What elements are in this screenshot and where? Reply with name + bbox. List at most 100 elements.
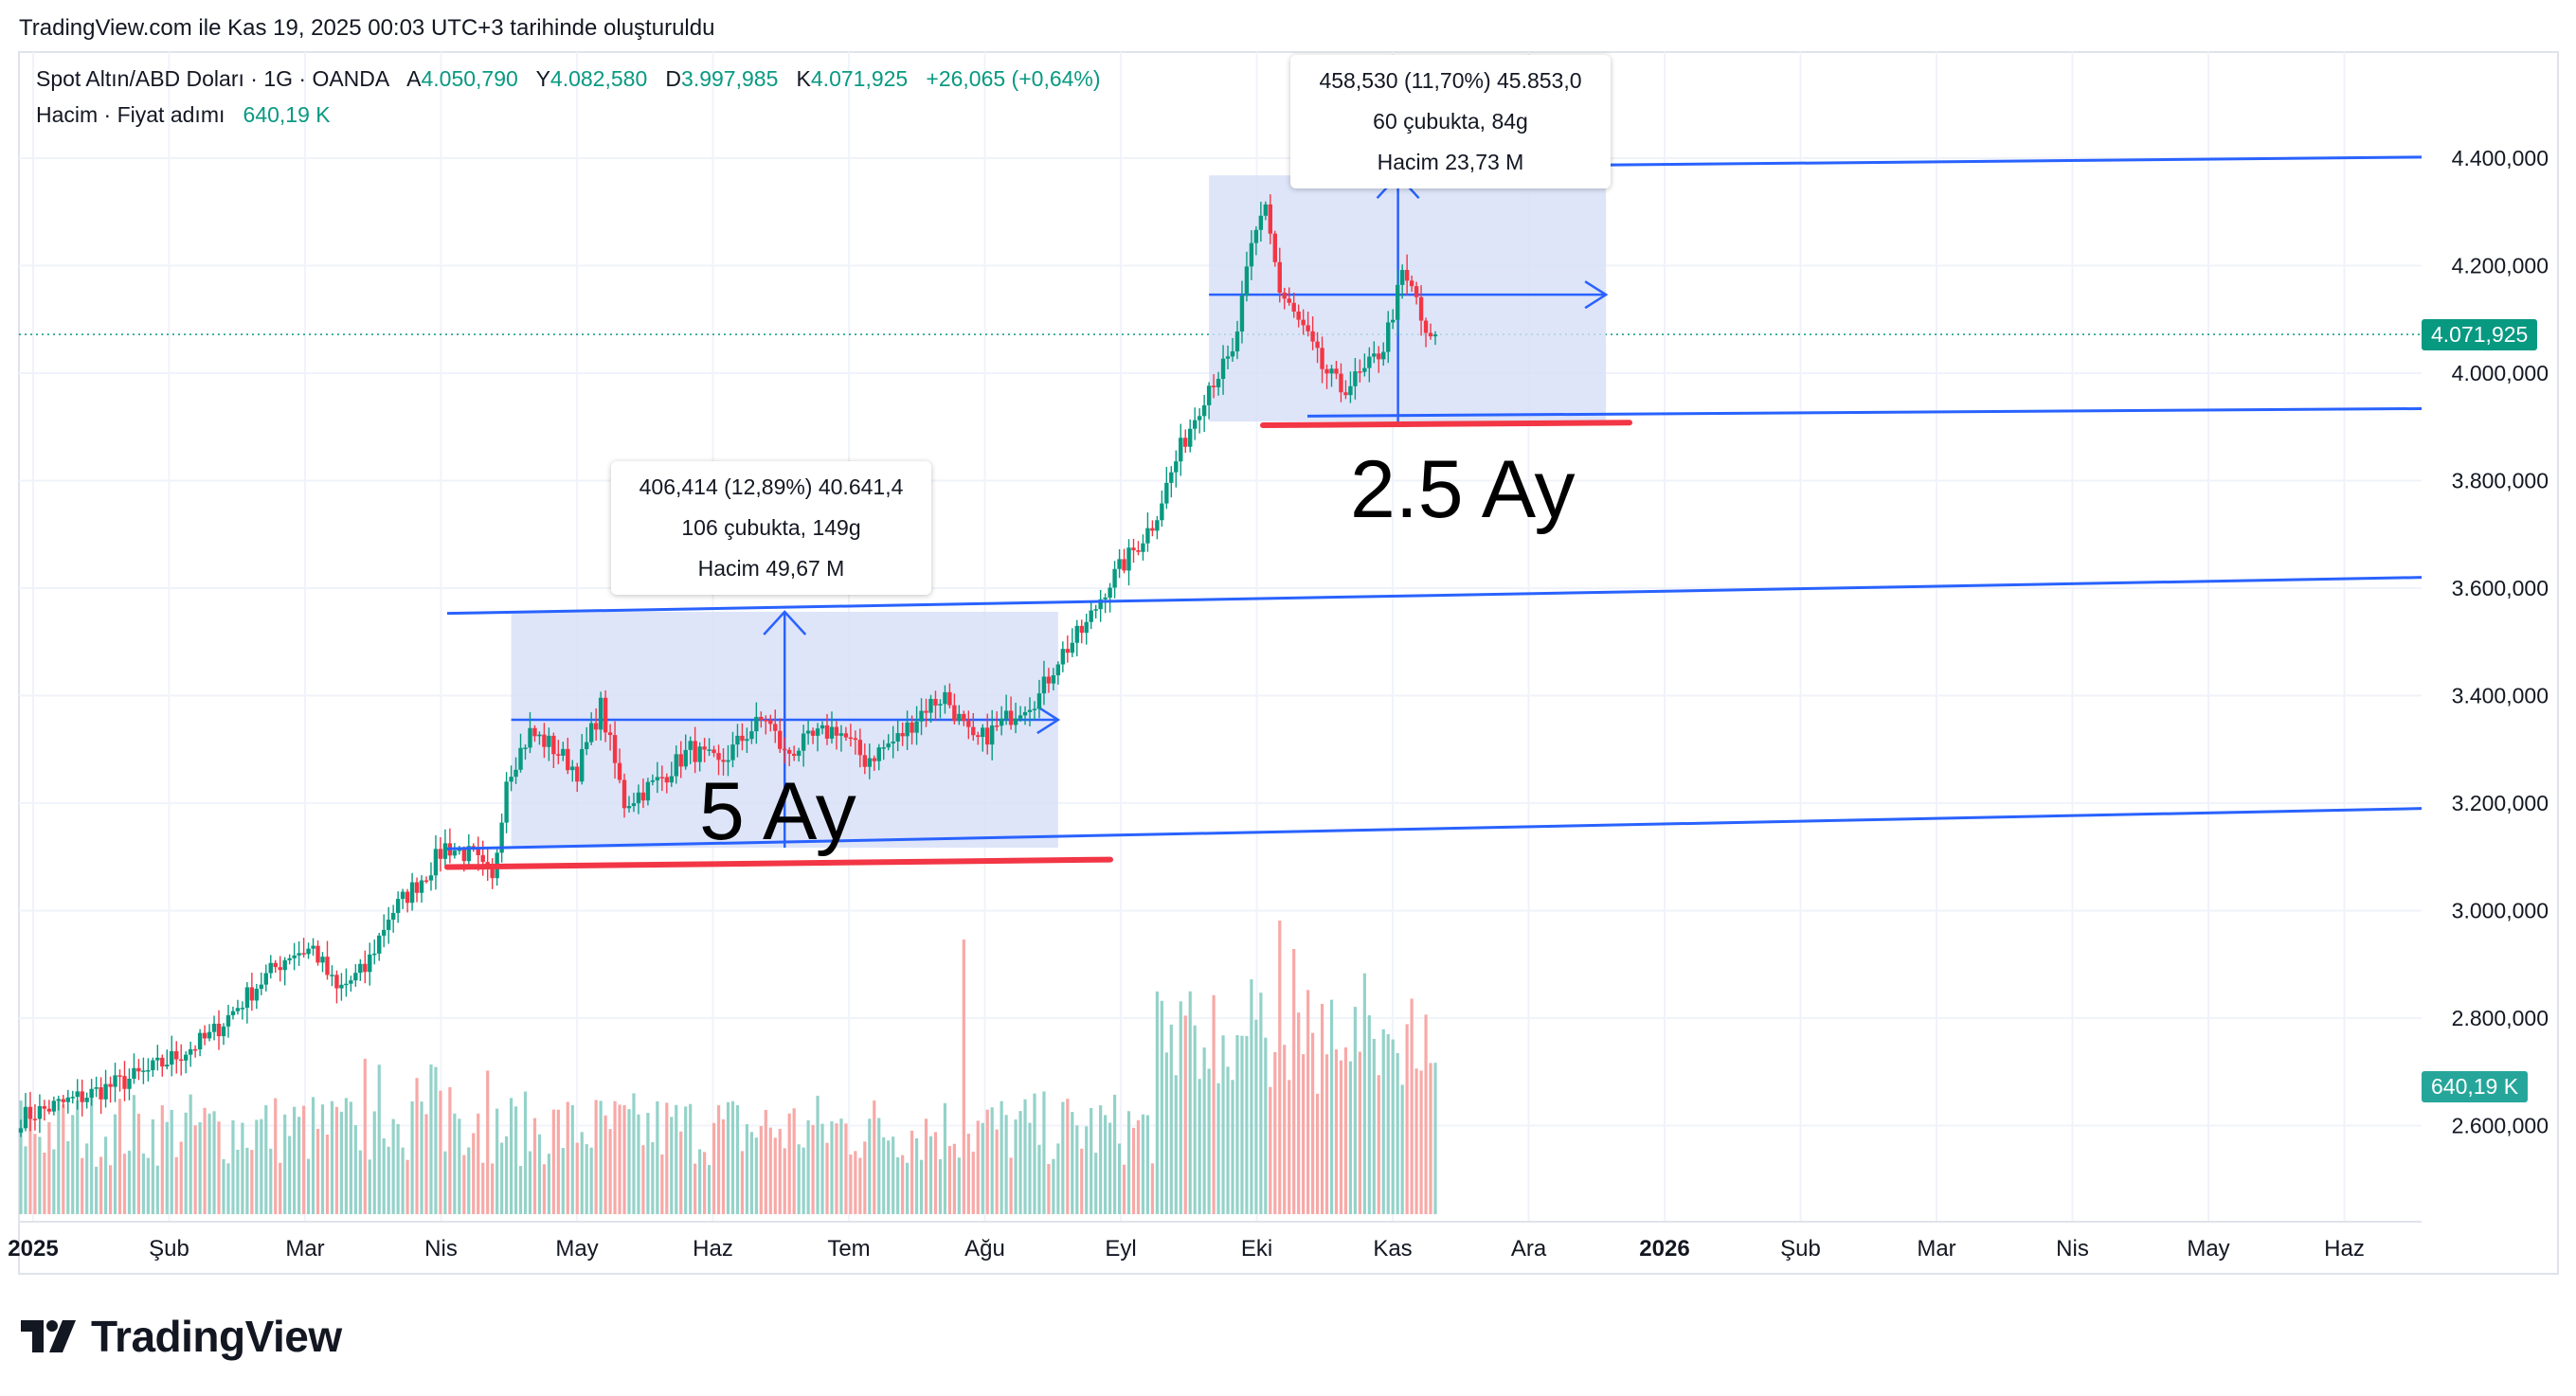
candle-body: [994, 725, 1000, 727]
candle-body: [452, 850, 458, 856]
price-axis[interactable]: 4.400,000 4.200,000 4.000,000 3.800,000 3.60…: [2452, 146, 2549, 1138]
volume-bar: [207, 1113, 211, 1214]
volume-bar: [405, 1159, 409, 1214]
candle-body: [42, 1105, 47, 1109]
volume-bar: [887, 1140, 891, 1214]
price-tick-label: 2.600,000: [2452, 1114, 2549, 1138]
candle-body: [810, 730, 816, 736]
volume-bar: [962, 940, 965, 1214]
volume-bar: [66, 1140, 70, 1214]
volume-bar: [1028, 1122, 1032, 1214]
candle-body: [1117, 559, 1122, 569]
volume-bar: [641, 1145, 645, 1214]
candle-body: [1108, 587, 1112, 598]
volume-bar: [585, 1144, 588, 1214]
candle-body: [924, 710, 928, 713]
candle-body: [423, 880, 429, 883]
candle-body: [235, 1008, 241, 1011]
volume-bar: [1254, 1019, 1258, 1214]
candle-body: [1206, 385, 1212, 405]
volume-bar: [1362, 973, 1366, 1214]
candle-body: [820, 725, 825, 729]
range1-bars: 106 çubukta, 149g: [681, 515, 861, 540]
volume-bar: [1410, 998, 1414, 1214]
candle-body: [612, 735, 618, 763]
candle-body: [1324, 368, 1329, 374]
candle-body: [1386, 322, 1391, 352]
annotation-2-5-ay: 2.5 Ay: [1350, 444, 1576, 535]
candle-body: [749, 731, 754, 740]
volume-bar: [315, 1128, 320, 1214]
volume-bar: [868, 1119, 872, 1214]
candle-body: [575, 766, 580, 782]
candle-body: [1277, 261, 1282, 293]
range-arrowhead-up: [763, 610, 807, 635]
candle-body: [330, 975, 334, 976]
candle-body: [1084, 621, 1089, 634]
candle-body: [1372, 353, 1377, 357]
low-value: 3.997,985: [681, 66, 779, 91]
candle-body: [1169, 472, 1174, 483]
volume-bar: [1099, 1105, 1103, 1214]
volume-bar: [429, 1064, 433, 1214]
volume-bar: [325, 1135, 330, 1214]
time-axis[interactable]: 2025 Şub Mar Nis May Haz Tem Ağu Eyl Eki Kas Ara 202…: [8, 1221, 2422, 1262]
candle-body: [1065, 649, 1071, 653]
candle-body: [263, 973, 268, 985]
candle-body: [1343, 392, 1348, 396]
symbol-legend[interactable]: Spot Altın/ABD Doları · 1G · OANDA A4.05…: [36, 66, 1101, 92]
volume-bar: [679, 1131, 683, 1214]
close-value: 4.071,925: [810, 66, 909, 91]
candle-body: [1320, 348, 1324, 369]
volume-bar: [716, 1105, 721, 1214]
candle-body: [23, 1106, 28, 1129]
volume-bar: [260, 1119, 263, 1214]
open-value: 4.050,790: [421, 66, 518, 91]
time-tick-label: Şub: [1780, 1236, 1821, 1262]
volume-bar: [81, 1157, 84, 1214]
candle-body: [1423, 320, 1429, 333]
volume-bar: [532, 1118, 537, 1214]
volume-bar: [981, 1122, 984, 1214]
candle-body: [1272, 233, 1277, 262]
candle-body: [1079, 625, 1084, 634]
volume-bar: [1264, 1037, 1268, 1214]
candle-body: [254, 989, 260, 1001]
candle-body: [433, 849, 439, 876]
volume-bar: [632, 1093, 636, 1214]
candle-body: [146, 1069, 151, 1072]
candle-body: [1220, 358, 1226, 380]
candle-body: [966, 721, 971, 727]
volume-bar: [566, 1101, 569, 1214]
range-arrowhead-right: [1584, 280, 1609, 310]
volume-bar: [1391, 1039, 1395, 1214]
candle-body: [895, 733, 900, 742]
price-tick-label: 3.400,000: [2452, 684, 2549, 708]
candle-body: [179, 1059, 184, 1062]
volume-bar: [236, 1150, 240, 1214]
candle-body: [791, 753, 797, 757]
candle-body: [197, 1032, 203, 1050]
candle-body: [683, 749, 688, 767]
volume-bar: [1117, 1143, 1122, 1214]
tradingview-logo[interactable]: TradingView: [21, 1311, 342, 1362]
annotation-5-ay: 5 Ay: [699, 766, 856, 857]
volume-bar: [670, 1117, 674, 1214]
volume-bar: [656, 1101, 659, 1214]
candle-body: [566, 748, 570, 771]
volume-bar: [1018, 1111, 1022, 1214]
volume-bar: [712, 1122, 716, 1214]
high-value: 4.082,580: [549, 66, 648, 91]
candle-body: [607, 732, 613, 736]
volume-legend[interactable]: Hacim · Fiyat adımı 640,19 K: [36, 102, 331, 128]
candle-body: [1253, 229, 1259, 243]
candle-body: [1339, 373, 1343, 393]
candle-body: [745, 739, 749, 742]
candle-body: [650, 779, 656, 782]
candle-body: [103, 1083, 108, 1100]
candle-body: [480, 854, 485, 863]
volume-bar: [334, 1106, 339, 1214]
candle-body: [971, 726, 976, 736]
volume-bar: [320, 1104, 325, 1214]
